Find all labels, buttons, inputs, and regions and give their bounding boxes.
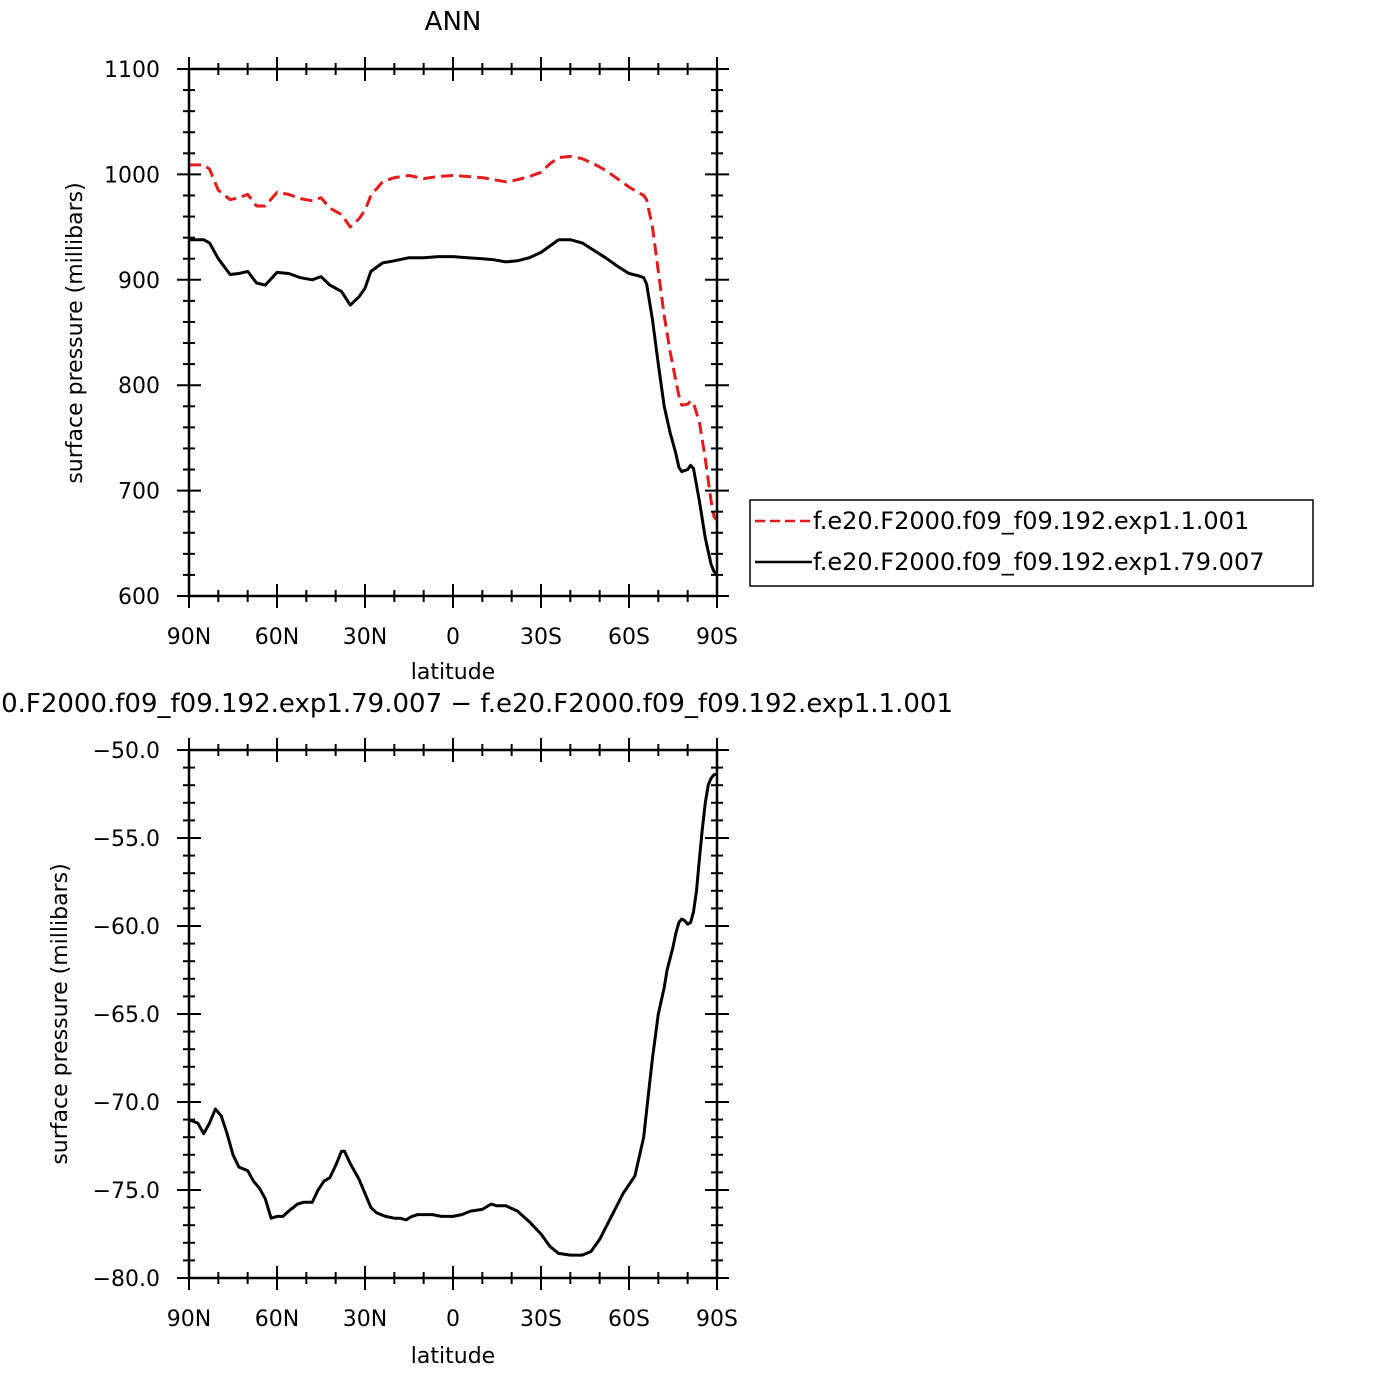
x-tick-label: 0 bbox=[446, 1307, 460, 1332]
y-tick-label: −70.0 bbox=[93, 1091, 160, 1116]
bottom-chart: f.e20.F2000.f09_f09.192.exp1.79.007 − f.… bbox=[0, 689, 953, 1369]
y-tick-label: −55.0 bbox=[93, 827, 160, 852]
x-tick-label: 30S bbox=[520, 625, 562, 650]
y-tick-label: 600 bbox=[118, 585, 160, 610]
x-tick-label: 90S bbox=[696, 1307, 738, 1332]
y-tick-label: 900 bbox=[118, 269, 160, 294]
series-line-0 bbox=[189, 155, 717, 522]
x-axis-label: latitude bbox=[411, 660, 495, 685]
x-axis-label: latitude bbox=[411, 1344, 495, 1369]
x-tick-label: 0 bbox=[446, 625, 460, 650]
y-tick-label: −50.0 bbox=[93, 739, 160, 764]
y-tick-label: 700 bbox=[118, 480, 160, 505]
x-tick-label: 30S bbox=[520, 1307, 562, 1332]
x-tick-label: 90S bbox=[696, 625, 738, 650]
legend: f.e20.F2000.f09_f09.192.exp1.1.001 f.e20… bbox=[749, 499, 1314, 587]
series-line-1 bbox=[189, 238, 717, 576]
y-tick-label: −60.0 bbox=[93, 915, 160, 940]
y-tick-label: 1100 bbox=[104, 58, 160, 83]
chart-title: f.e20.F2000.f09_f09.192.exp1.79.007 − f.… bbox=[0, 689, 953, 719]
legend-label: f.e20.F2000.f09_f09.192.exp1.1.001 bbox=[813, 507, 1249, 535]
x-tick-label: 60N bbox=[255, 1307, 299, 1332]
y-tick-label: 1000 bbox=[104, 163, 160, 188]
x-tick-label: 90N bbox=[167, 1307, 211, 1332]
y-tick-label: −65.0 bbox=[93, 1003, 160, 1028]
chart-title: ANN bbox=[425, 7, 482, 37]
y-tick-label: −75.0 bbox=[93, 1179, 160, 1204]
y-tick-label: −80.0 bbox=[93, 1267, 160, 1292]
x-tick-label: 30N bbox=[343, 625, 387, 650]
x-tick-label: 30N bbox=[343, 1307, 387, 1332]
legend-box bbox=[749, 499, 1314, 587]
y-axis-label: surface pressure (millibars) bbox=[48, 863, 73, 1164]
y-tick-label: 800 bbox=[118, 374, 160, 399]
plot-frame bbox=[187, 748, 719, 1280]
x-tick-label: 60N bbox=[255, 625, 299, 650]
top-chart: ANN latitude surface pressure (millibars… bbox=[63, 7, 738, 685]
series-line-0 bbox=[189, 773, 717, 1257]
x-tick-label: 60S bbox=[608, 625, 650, 650]
plot-frame bbox=[187, 67, 719, 598]
x-tick-label: 60S bbox=[608, 1307, 650, 1332]
x-tick-label: 90N bbox=[167, 625, 211, 650]
y-axis-label: surface pressure (millibars) bbox=[63, 182, 88, 483]
legend-label: f.e20.F2000.f09_f09.192.exp1.79.007 bbox=[813, 548, 1264, 576]
